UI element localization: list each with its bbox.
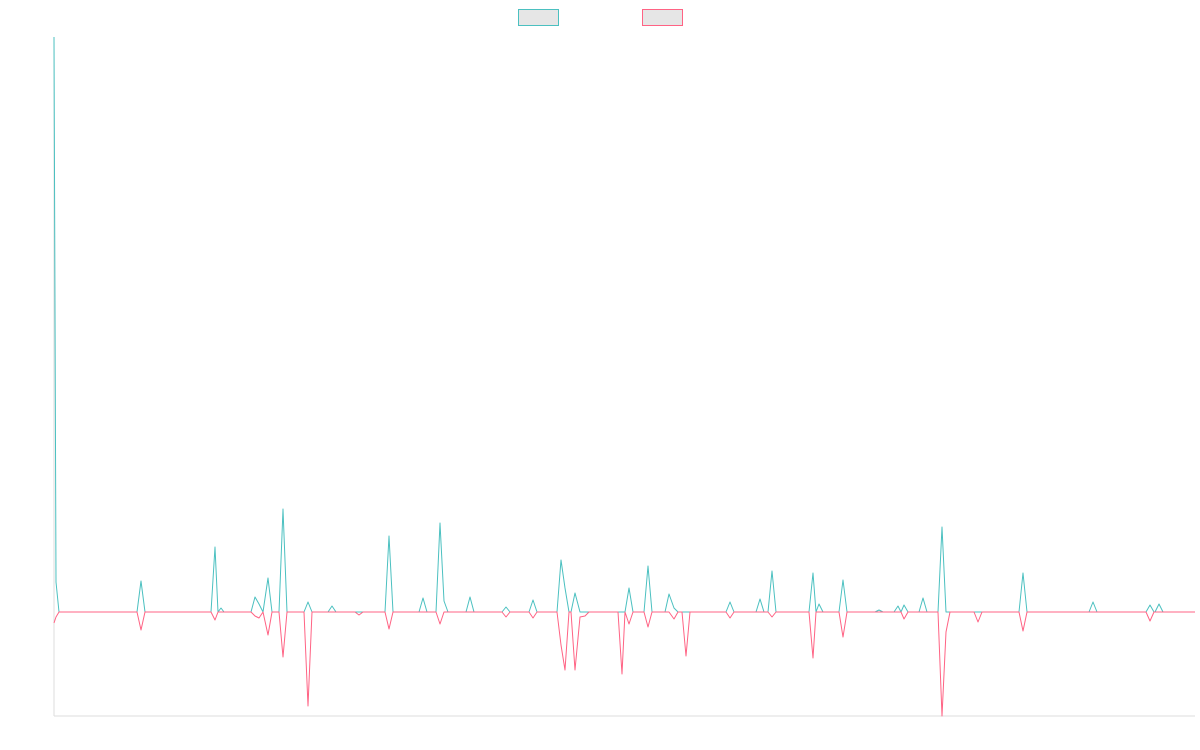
data-line [53,611,1195,717]
data-line [53,36,1195,613]
legend-swatch[interactable] [518,9,559,26]
legend-swatch[interactable] [642,9,683,26]
